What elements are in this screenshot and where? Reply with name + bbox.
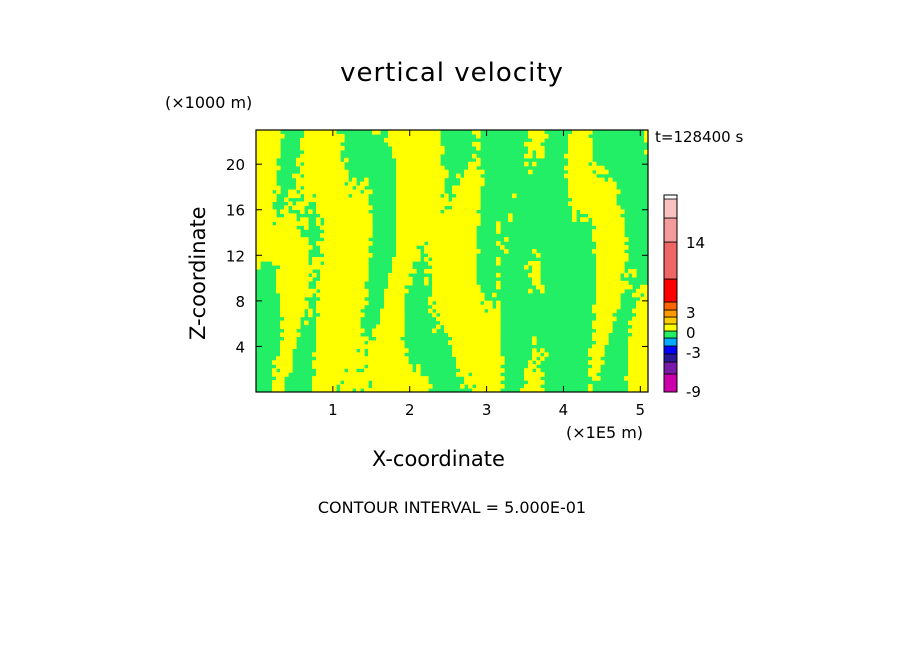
colorbar-band	[663, 278, 678, 303]
colorbar-label: 0	[686, 324, 696, 342]
colorbar-band	[663, 301, 678, 311]
x-tick-label: 1	[328, 401, 338, 419]
z-axis: 4 8 12 16 20	[226, 156, 648, 356]
colorbar-label: -3	[686, 344, 701, 362]
colorbar-frame	[663, 194, 678, 393]
colorbar-band	[663, 316, 678, 325]
colorbar-label: 3	[686, 304, 696, 322]
z-tick-label: 20	[226, 156, 245, 174]
z-tick-label: 4	[235, 338, 245, 356]
colorbar-band	[663, 241, 678, 280]
x-axis: 1 2 3 4 5	[328, 130, 645, 419]
chart-title: vertical velocity	[340, 58, 564, 88]
colorbar-label: -9	[686, 383, 701, 401]
x-tick-label: 3	[482, 401, 492, 419]
colorbar-band	[663, 330, 678, 339]
time-label: t=128400 s	[655, 128, 744, 146]
x-axis-label: X-coordinate	[372, 447, 505, 471]
plot-frame	[255, 129, 649, 393]
z-tick-label: 16	[226, 202, 245, 220]
x-tick-label: 2	[405, 401, 415, 419]
colorbar-band	[663, 198, 678, 219]
x-tick-label: 4	[559, 401, 569, 419]
colorbar-band	[663, 323, 678, 332]
contour-interval-label: CONTOUR INTERVAL = 5.000E-01	[317, 498, 587, 517]
x-tick-label: 5	[636, 401, 646, 419]
colorbar-band	[663, 373, 678, 393]
field-cells	[256, 130, 648, 392]
colorbar-label: 14	[686, 234, 705, 252]
colorbar-band	[663, 337, 678, 347]
colorbar-band	[663, 217, 678, 243]
colorbar: 14 3 0 -3 -9	[663, 194, 705, 401]
z-axis-unit: (×1000 m)	[165, 93, 253, 112]
colorbar-band	[663, 353, 678, 363]
velocity-field	[256, 130, 648, 392]
z-tick-label: 12	[226, 247, 245, 265]
colorbar-band	[663, 309, 678, 318]
colorbar-band	[663, 361, 678, 375]
z-axis-label: Z-coordinate	[186, 206, 210, 340]
x-axis-unit: (×1E5 m)	[566, 423, 644, 442]
z-tick-label: 8	[235, 293, 245, 311]
colorbar-band	[663, 345, 678, 355]
